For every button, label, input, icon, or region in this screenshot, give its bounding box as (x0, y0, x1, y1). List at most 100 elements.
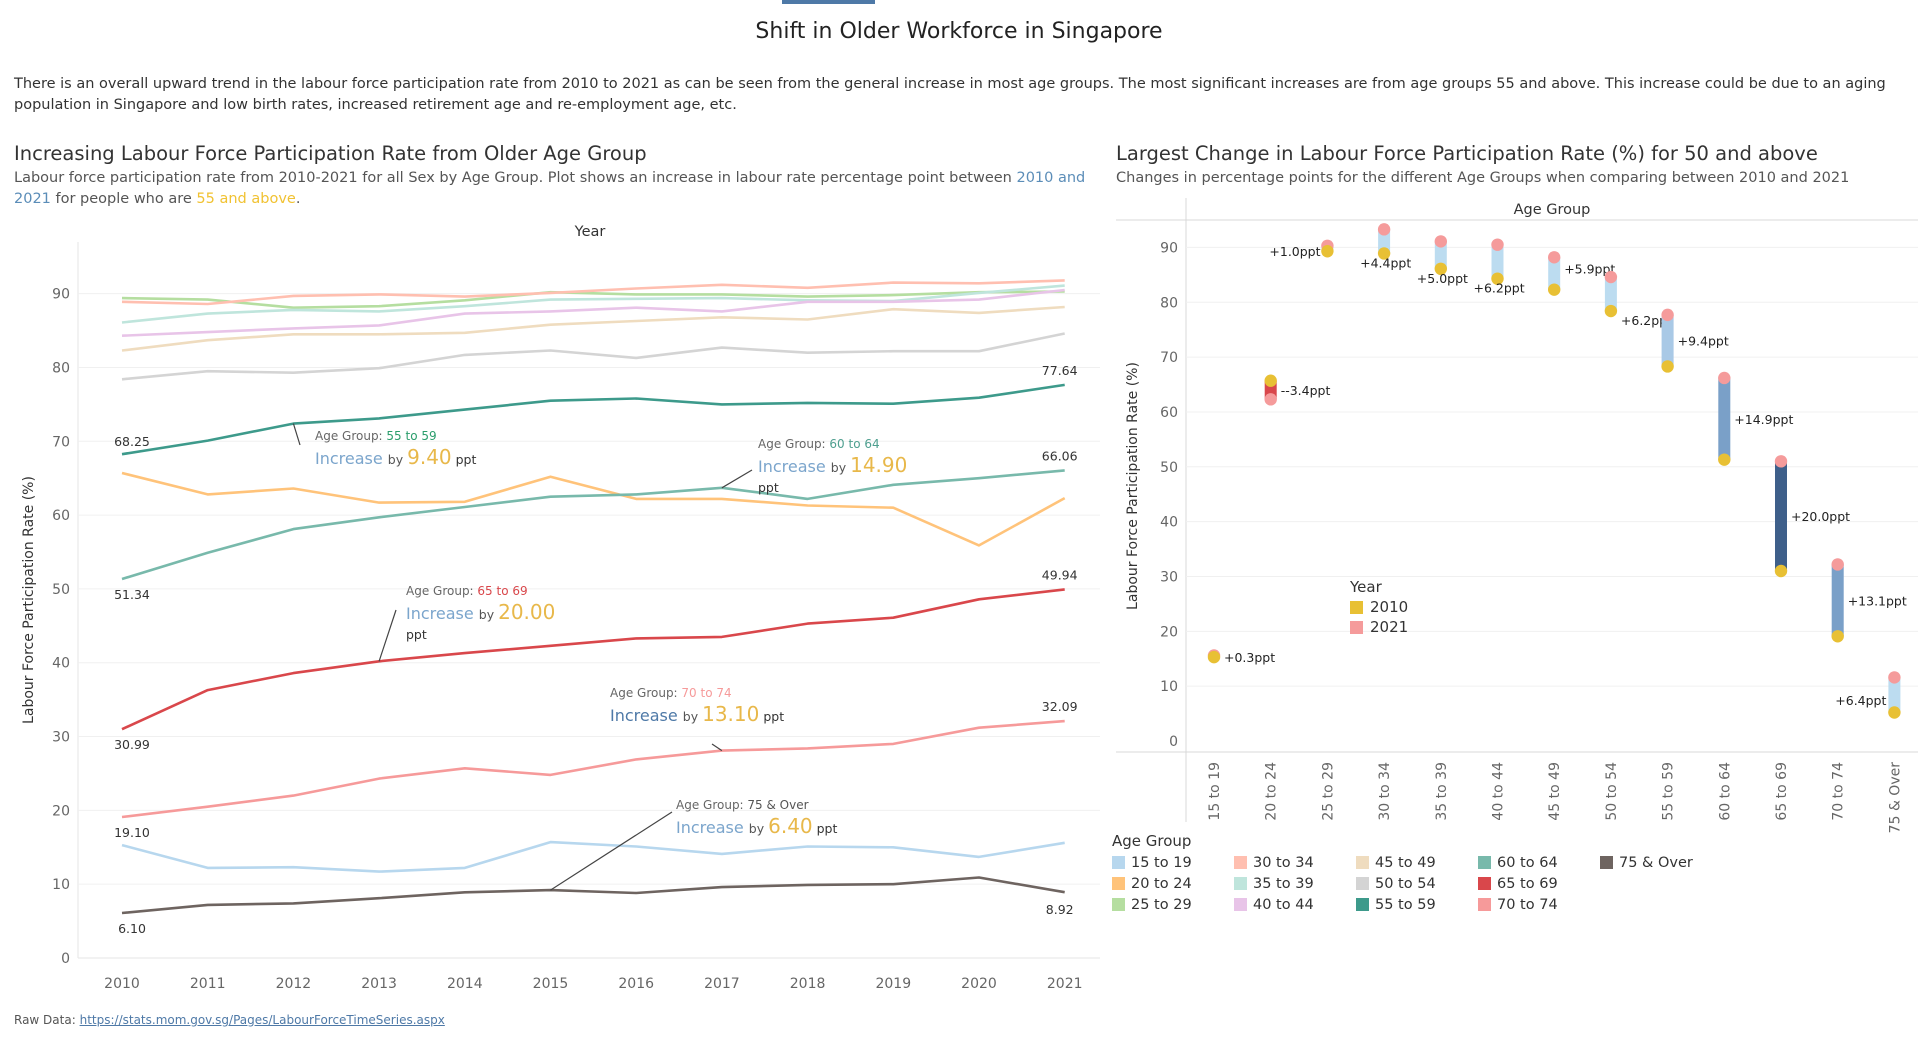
year-legend-title: Year (1350, 578, 1382, 596)
y-tick-label: 60 (52, 508, 70, 524)
change-bar (1378, 229, 1391, 254)
dot-2010 (1548, 283, 1561, 296)
legend-item[interactable]: 25 to 29 (1112, 894, 1234, 915)
y-tick-label: 50 (1160, 460, 1178, 476)
raw-data-link[interactable]: https://stats.mom.gov.sg/Pages/LabourFor… (79, 1013, 445, 1027)
dashboard-title: Shift in Older Workforce in Singapore (755, 19, 1163, 44)
year-legend-item[interactable]: 2010 (1350, 598, 1408, 616)
right-chart-subtitle: Changes in percentage points for the dif… (1116, 170, 1850, 186)
y-tick-label: 20 (52, 803, 70, 819)
legend-item[interactable]: 45 to 49 (1356, 852, 1478, 873)
series-line-60-to-64 (121, 469, 1065, 581)
x-category-label: 15 to 19 (1207, 762, 1223, 821)
subtitle-highlight-age: 55 and above (196, 191, 296, 207)
legend-item[interactable]: 75 & Over (1600, 852, 1722, 873)
legend-swatch (1600, 856, 1613, 869)
annotation-group-prefix: Age Group: (676, 798, 747, 812)
annotation-by: by (479, 607, 498, 622)
legend-item[interactable]: 50 to 54 (1356, 873, 1478, 894)
change-label: +13.1ppt (1848, 593, 1907, 608)
series-line-50-to-54 (121, 332, 1065, 381)
legend-label: 75 & Over (1619, 854, 1693, 871)
legend-label: 45 to 49 (1375, 854, 1436, 871)
year-legend-item[interactable]: 2021 (1350, 618, 1408, 636)
change-label: +6.2ppt (1474, 281, 1525, 296)
y-tick-label: 0 (1169, 734, 1178, 750)
legend-item[interactable]: 30 to 34 (1234, 852, 1356, 873)
legend-item[interactable]: 70 to 74 (1478, 894, 1600, 915)
raw-data-source: Raw Data: https://stats.mom.gov.sg/Pages… (14, 1013, 445, 1027)
raw-data-label: Raw Data: (14, 1013, 76, 1027)
legend-label: 40 to 44 (1253, 896, 1314, 913)
value-label-end: 66.06 (1042, 448, 1078, 463)
change-label: --3.4ppt (1281, 383, 1331, 398)
left-chart-subtitle: Labour force participation rate from 201… (14, 168, 1094, 210)
y-axis-title: Labour Force Participation Rate (%) (21, 476, 37, 724)
legend-item[interactable]: 15 to 19 (1112, 852, 1234, 873)
dot-2010 (1377, 247, 1391, 260)
y-axis-title: Labour Force Participation Rate (%) (1125, 362, 1141, 610)
annotation-increase-line: Increase by 13.10 ppt (610, 702, 784, 726)
legend-swatch (1112, 856, 1125, 869)
series-line-65-to-69 (121, 588, 1065, 731)
legend-swatch (1234, 856, 1247, 869)
x-category-label: 30 to 34 (1377, 762, 1393, 821)
legend-item[interactable]: 65 to 69 (1478, 873, 1600, 894)
annotation-increase-word: Increase (406, 604, 479, 623)
annotation-group-label: Age Group: 55 to 59 (315, 429, 437, 443)
annotation-group-name: 55 to 59 (386, 429, 436, 443)
change-label: +1.0ppt (1269, 244, 1320, 259)
y-tick-label: 80 (52, 360, 70, 376)
value-label-start: 6.10 (118, 921, 146, 936)
dot-2010 (1774, 564, 1788, 578)
annotation-by: by (749, 821, 768, 836)
y-tick-label: 20 (1160, 624, 1178, 640)
legend-swatch (1356, 877, 1369, 890)
x-tick-label: 2017 (704, 976, 740, 992)
subtitle-highlight-years: 2010 and 2021 (14, 170, 1086, 207)
legend-item[interactable]: 60 to 64 (1478, 852, 1600, 873)
year-2021-swatch (1350, 620, 1363, 634)
dot-2021 (1661, 308, 1674, 322)
annotation-group-name: 65 to 69 (477, 584, 527, 598)
x-category-label: 20 to 24 (1264, 762, 1280, 821)
left-chart-title: Increasing Labour Force Participation Ra… (14, 142, 647, 165)
x-tick-label: 2018 (790, 976, 826, 992)
subtitle-text-3: . (295, 191, 301, 207)
year-legend-label: 2021 (1370, 618, 1409, 636)
annotation-group-label: Age Group: 75 & Over (676, 798, 809, 812)
change-label: +20.0ppt (1791, 509, 1850, 524)
annotation-unit: ppt (759, 709, 784, 724)
annotation-increase-word: Increase (676, 818, 749, 837)
legend-item[interactable]: 40 to 44 (1234, 894, 1356, 915)
dot-2010 (1661, 360, 1674, 373)
annotation-increase-line: Increase by 9.40 ppt (315, 445, 476, 469)
value-label-end: 77.64 (1042, 363, 1078, 378)
legend-label: 65 to 69 (1497, 875, 1558, 892)
change-label: +4.4ppt (1360, 255, 1411, 270)
dot-2021 (1548, 251, 1561, 264)
annotation-connector (550, 811, 673, 891)
change-label: +0.3ppt (1224, 650, 1275, 665)
dot-2021 (1491, 238, 1504, 251)
annotation-group-prefix: Age Group: (758, 437, 829, 451)
column-header-label: Age Group (1514, 202, 1591, 218)
annotation-increase-line: Increase by 14.90 (758, 453, 907, 477)
legend-item[interactable]: 55 to 59 (1356, 894, 1478, 915)
annotation-increase-line: Increase by 6.40 ppt (676, 814, 837, 838)
legend-item[interactable]: 20 to 24 (1112, 873, 1234, 894)
annotation-group-prefix: Age Group: (406, 584, 477, 598)
dot-2021 (1718, 371, 1731, 385)
series-line-30-to-34 (121, 279, 1065, 306)
legend-item[interactable]: 35 to 39 (1234, 873, 1356, 894)
legend-label: 25 to 29 (1131, 896, 1192, 913)
year-legend-label: 2010 (1370, 598, 1409, 616)
x-tick-label: 2020 (961, 976, 997, 992)
legend-swatch (1356, 856, 1369, 869)
annotation-unit: ppt (813, 821, 838, 836)
y-tick-label: 30 (1160, 569, 1178, 585)
y-tick-label: 40 (1160, 515, 1178, 531)
annotation-by: by (388, 452, 407, 467)
subtitle-text-1: Labour force participation rate from 201… (14, 170, 1017, 186)
y-tick-label: 60 (1160, 405, 1178, 421)
